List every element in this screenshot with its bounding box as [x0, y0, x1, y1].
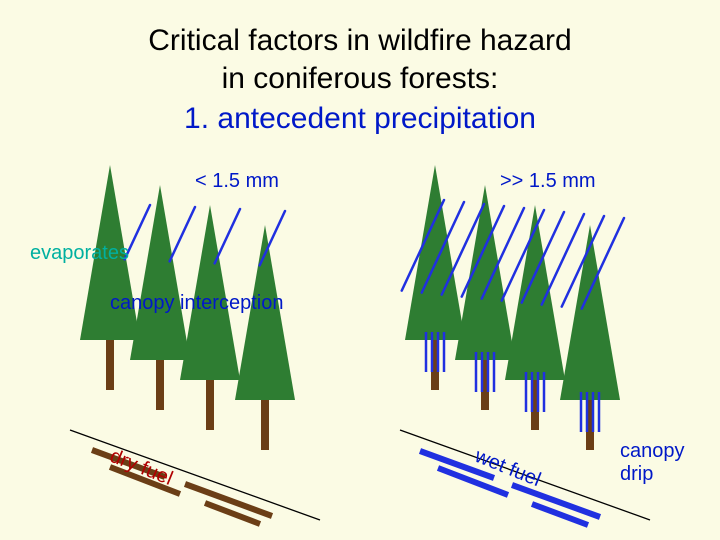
- rain-right-7: [542, 214, 584, 305]
- ground-line-left: [70, 430, 320, 520]
- label-left-precip: < 1.5 mm: [195, 170, 279, 193]
- tree-trunk-left-3: [261, 395, 269, 450]
- tree-canopy-left-1: [130, 185, 190, 360]
- rain-left-2: [215, 209, 240, 263]
- rain-left-1: [170, 207, 195, 261]
- tree-trunk-left-1: [156, 355, 164, 410]
- tree-trunk-left-0: [106, 335, 114, 390]
- label-evaporates: evaporates: [30, 242, 129, 265]
- tree-canopy-right-1: [455, 185, 515, 360]
- tree-trunk-left-2: [206, 375, 214, 430]
- tree-canopy-right-3: [560, 225, 620, 400]
- label-right-precip: >> 1.5 mm: [500, 170, 596, 193]
- label-canopy-drip: canopy drip: [620, 440, 685, 486]
- tree-canopy-right-0: [405, 165, 465, 340]
- slide-stage: Critical factors in wildfire hazard in c…: [0, 0, 720, 540]
- label-canopy-interception: canopy interception: [110, 292, 283, 315]
